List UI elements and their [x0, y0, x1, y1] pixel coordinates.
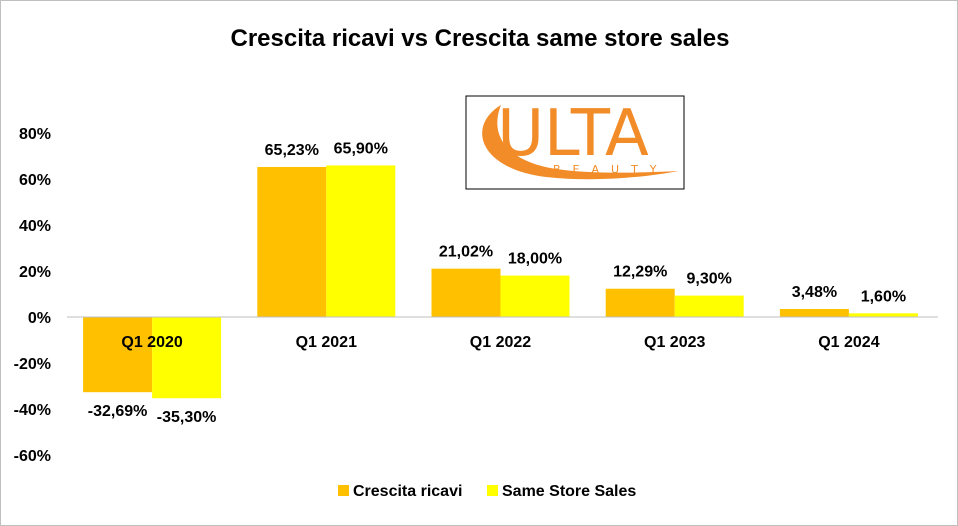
y-axis: 80% 60% 40% 20% 0% -20% -40% -60%	[14, 126, 51, 465]
y-tick-label: -20%	[14, 356, 51, 373]
legend-swatch	[338, 485, 349, 496]
y-tick-label: -40%	[14, 402, 51, 419]
bar-same-store-sales	[674, 295, 744, 317]
bars	[83, 165, 918, 399]
chart-title: Crescita ricavi vs Crescita same store s…	[231, 25, 730, 52]
bar-crescita-ricavi	[83, 317, 153, 393]
bar-crescita-ricavi	[605, 288, 675, 317]
data-label: 1,60%	[861, 288, 906, 305]
data-label: 18,00%	[508, 251, 562, 268]
data-label: 3,48%	[792, 284, 837, 301]
logo-wordmark: ULTA	[497, 97, 649, 171]
legend-swatch	[487, 485, 498, 496]
data-label: -32,69%	[88, 403, 148, 420]
x-tick-label: Q1 2024	[818, 334, 879, 351]
legend: Crescita ricavi Same Store Sales	[338, 483, 636, 500]
y-tick-label: 40%	[19, 218, 51, 235]
bar-same-store-sales	[326, 165, 396, 317]
x-tick-label: Q1 2022	[470, 334, 531, 351]
bar-crescita-ricavi	[431, 268, 501, 317]
y-tick-label: 20%	[19, 264, 51, 281]
logo-subtext: BEAUTY	[553, 163, 669, 176]
data-label: 9,30%	[687, 271, 732, 288]
ulta-beauty-logo: ULTA BEAUTY	[465, 95, 685, 190]
x-tick-label: Q1 2021	[296, 334, 357, 351]
data-label: 65,23%	[265, 142, 319, 159]
y-tick-label: 0%	[28, 310, 51, 327]
legend-label: Same Store Sales	[502, 483, 636, 500]
y-tick-label: 80%	[19, 126, 51, 143]
legend-label: Crescita ricavi	[353, 483, 462, 500]
data-labels: -32,69% -35,30% 65,23% 65,90% 21,02% 18,00% 12…	[88, 140, 906, 426]
bar-same-store-sales	[500, 275, 570, 317]
x-tick-label: Q1 2023	[644, 334, 705, 351]
y-tick-label: -60%	[14, 448, 51, 465]
category-labels: Q1 2020 Q1 2021 Q1 2022 Q1 2023 Q1 2024	[121, 334, 879, 351]
bar-same-store-sales	[848, 313, 918, 317]
x-tick-label: Q1 2020	[121, 334, 182, 351]
bar-crescita-ricavi	[257, 166, 327, 317]
data-label: 21,02%	[439, 244, 493, 261]
data-label: 12,29%	[613, 264, 667, 281]
y-tick-label: 60%	[19, 172, 51, 189]
bar-same-store-sales	[152, 317, 222, 399]
data-label: 65,90%	[334, 140, 388, 157]
data-label: -35,30%	[157, 409, 217, 426]
bar-crescita-ricavi	[779, 308, 849, 317]
